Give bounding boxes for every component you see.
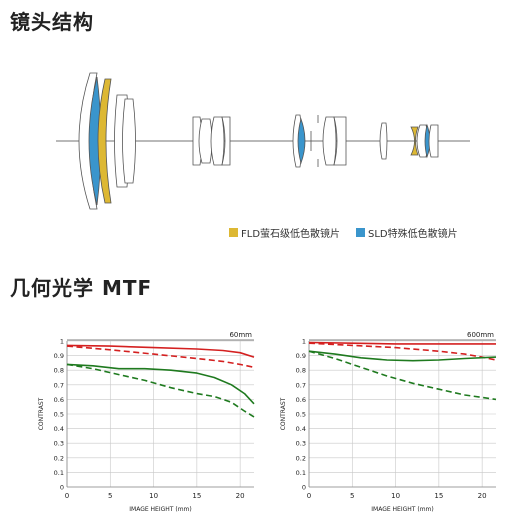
lens-element-18 (428, 124, 439, 158)
y-axis-label: CONTRAST (280, 397, 287, 430)
lens-element-12 (322, 116, 337, 166)
sld-swatch (356, 228, 365, 237)
lens-element-3-fld (97, 78, 112, 204)
x-tick-label: 10 (149, 492, 158, 500)
lens-element-9 (221, 116, 231, 166)
lens-element-7 (198, 118, 213, 164)
x-tick-label: 15 (192, 492, 201, 500)
chart-title: 60mm (229, 331, 252, 339)
x-tick-label: 10 (391, 492, 400, 500)
x-tick-label: 20 (478, 492, 487, 500)
x-axis-label: IMAGE HEIGHT (mm) (129, 506, 191, 513)
y-tick-label: 0.4 (296, 425, 306, 433)
mtf-series-line-3 (308, 350, 497, 362)
y-tick-label: 0.2 (296, 454, 306, 462)
y-tick-label: 1 (60, 338, 64, 346)
y-tick-label: 0.6 (296, 396, 306, 404)
mtf-series-line-2 (66, 345, 255, 369)
lens-element-5 (122, 98, 136, 184)
lens-structure-heading: 镜头结构 (10, 10, 94, 34)
x-tick-label: 15 (434, 492, 443, 500)
y-tick-label: 0 (60, 484, 64, 492)
y-tick-label: 0.8 (54, 367, 64, 375)
legend-fld: FLD萤石级低色散镜片 (229, 225, 340, 240)
lens-element-15-fld (410, 126, 419, 156)
y-tick-label: 0.9 (296, 352, 306, 360)
mtf-series-line-4 (66, 363, 255, 418)
x-tick-label: 0 (307, 492, 311, 500)
legend-sld: SLD特殊低色散镜片 (356, 225, 458, 240)
y-tick-label: 0.3 (54, 440, 64, 448)
lens-element-11-sld (297, 117, 306, 165)
x-tick-label: 5 (350, 492, 354, 500)
y-tick-label: 0.8 (296, 367, 306, 375)
lens-element-13 (333, 116, 347, 166)
y-tick-label: 0.3 (296, 440, 306, 448)
y-tick-label: 0.6 (54, 396, 64, 404)
y-tick-label: 0.7 (296, 381, 306, 389)
lens-element-8 (210, 116, 225, 166)
x-tick-label: 20 (236, 492, 245, 500)
y-tick-label: 0.7 (54, 381, 64, 389)
chart-title: 600mm (467, 331, 494, 339)
x-tick-label: 5 (108, 492, 112, 500)
lens-diagram (56, 72, 470, 210)
mtf-series-line-1 (308, 341, 496, 345)
y-axis-label: CONTRAST (38, 397, 45, 430)
y-tick-label: 0.5 (296, 411, 306, 419)
y-tick-label: 0.1 (54, 469, 64, 477)
mtf-series-line-3 (66, 363, 255, 405)
x-tick-label: 0 (65, 492, 69, 500)
y-tick-label: 0.2 (54, 454, 64, 462)
mtf-heading: 几何光学 MTF (10, 276, 153, 300)
mtf-series-line-2 (308, 342, 497, 361)
y-tick-label: 0 (302, 484, 306, 492)
y-tick-label: 0.9 (54, 352, 64, 360)
x-axis-label: IMAGE HEIGHT (mm) (371, 506, 433, 513)
lens-element-14 (379, 122, 388, 160)
fld-swatch (229, 228, 238, 237)
legend-fld-label: FLD萤石级低色散镜片 (241, 229, 341, 240)
mtf-series-line-1 (66, 344, 255, 358)
legend-sld-label: SLD特殊低色散镜片 (368, 229, 458, 240)
y-tick-label: 1 (302, 338, 306, 346)
y-tick-label: 0.1 (296, 469, 306, 477)
y-tick-label: 0.4 (54, 425, 64, 433)
mtf-series-line-4 (308, 350, 497, 401)
y-tick-label: 0.5 (54, 411, 64, 419)
